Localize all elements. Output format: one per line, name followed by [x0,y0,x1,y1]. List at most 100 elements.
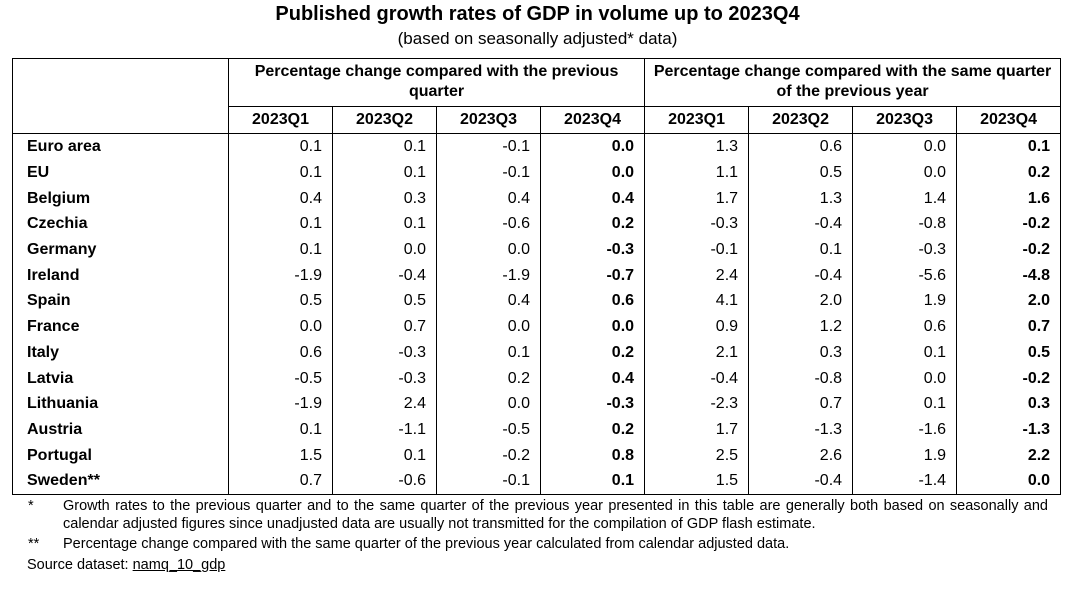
table-cell: 2.4 [644,262,750,289]
column-header: 2023Q3 [436,106,541,134]
table-cell: 0.1 [228,133,333,160]
table-cell: 0.5 [956,339,1062,366]
table-cell: -1.6 [852,416,958,443]
group-header: Percentage change compared with the prev… [227,58,646,107]
table-cell: -1.9 [436,262,541,289]
row-label: Latvia [12,365,229,391]
table-cell: 0.8 [539,442,646,468]
table-cell: 0.0 [956,467,1062,495]
table-cell: 0.6 [539,288,646,314]
table-cell: 0.2 [539,211,646,237]
table-cell: -0.8 [852,211,958,237]
table-row: Euro area 0.1 0.1 -0.1 0.0 1.3 0.6 0.0 0.1 [12,133,1062,160]
footnote-marker: ** [28,536,40,552]
row-label: Czechia [12,211,229,237]
table-cell: -5.6 [852,262,958,289]
table-cell: 0.6 [852,313,958,340]
table-cell: 0.0 [539,159,646,186]
table-cell: 0.0 [436,236,541,263]
table-cell: -1.9 [228,390,333,417]
table-cell: -0.4 [644,365,750,391]
table-cell: -0.3 [644,211,750,237]
column-header: 2023Q1 [644,106,750,134]
table-cell: -0.5 [436,416,541,443]
table-cell: -0.2 [956,211,1062,237]
table-cell: -1.3 [748,416,854,443]
footnote-text: Percentage change compared with the same… [63,536,790,552]
table-cell: -0.3 [539,390,646,417]
table-cell: -0.2 [956,236,1062,263]
table-cell: 0.2 [436,365,541,391]
table-cell: -0.6 [436,211,541,237]
table-cell: -0.1 [436,467,541,495]
table-cell: 1.7 [644,185,750,212]
table-cell: 2.0 [748,288,854,314]
table-row: Sweden** 0.7 -0.6 -0.1 0.1 1.5 -0.4 -1.4 0.0 [12,467,1062,495]
table-cell: 0.3 [956,390,1062,417]
table-cell: -4.8 [956,262,1062,289]
column-header: 2023Q2 [748,106,854,134]
table-cell: 0.3 [332,185,437,212]
table-cell: -0.3 [852,236,958,263]
table-cell: 2.5 [644,442,750,468]
table-cell: 1.4 [852,185,958,212]
table-cell: -0.2 [956,365,1062,391]
table-cell: 0.1 [228,159,333,186]
table-cell: 2.4 [332,390,437,417]
table-cell: 0.0 [436,313,541,340]
table-row: EU 0.1 0.1 -0.1 0.0 1.1 0.5 0.0 0.2 [12,159,1062,186]
table-cell: 2.0 [956,288,1062,314]
source-link[interactable]: namq_10_gdp [132,557,226,573]
row-label: Portugal [12,442,229,468]
row-label: Austria [12,416,229,443]
table-cell: 0.0 [436,390,541,417]
table-cell: 0.0 [852,159,958,186]
table-cell: 0.7 [748,390,854,417]
table-cell: -0.4 [748,211,854,237]
group-header: Percentage change compared with the same… [644,58,1062,107]
table-cell: 0.1 [228,211,333,237]
table-cell: 0.7 [228,467,333,495]
table-cell: -0.3 [332,365,437,391]
table-cell: 0.5 [748,159,854,186]
table-cell: 1.5 [228,442,333,468]
subtitle: (based on seasonally adjusted* data) [397,29,678,48]
table-cell: 1.5 [644,467,750,495]
column-header: 2023Q4 [539,106,646,134]
table-cell: 0.1 [539,467,646,495]
table-cell: 0.4 [228,185,333,212]
table-cell: 0.0 [852,365,958,391]
table-cell: 1.1 [644,159,750,186]
table-cell: 0.4 [436,288,541,314]
row-label: Lithuania [12,390,229,417]
table-cell: 0.0 [228,313,333,340]
table-cell: 0.0 [539,313,646,340]
table-cell: 0.6 [748,133,854,160]
table-cell: -0.2 [436,442,541,468]
table-cell: 2.6 [748,442,854,468]
table-cell: 0.9 [644,313,750,340]
table-cell: -0.6 [332,467,437,495]
table-row: Latvia -0.5 -0.3 0.2 0.4 -0.4 -0.8 0.0 -0.2 [12,365,1062,391]
source-label: Source dataset: [27,557,129,573]
column-header: 2023Q1 [228,106,333,134]
table-cell: 0.7 [956,313,1062,340]
table-cell: -0.4 [748,262,854,289]
table-cell: 0.6 [228,339,333,366]
table-cell: 0.1 [956,133,1062,160]
table-cell: -0.4 [748,467,854,495]
table-cell: 2.1 [644,339,750,366]
title: Published growth rates of GDP in volume … [275,3,800,25]
table-cell: 4.1 [644,288,750,314]
row-label: Spain [12,288,229,314]
table-cell: -0.1 [644,236,750,263]
table-cell: 0.2 [956,159,1062,186]
table-cell: 0.5 [332,288,437,314]
table-row: Czechia 0.1 0.1 -0.6 0.2 -0.3 -0.4 -0.8 -0.2 [12,211,1062,237]
table-row: Spain 0.5 0.5 0.4 0.6 4.1 2.0 1.9 2.0 [12,288,1062,314]
table-cell: 0.1 [332,442,437,468]
table-cell: -0.4 [332,262,437,289]
table-cell: -0.3 [332,339,437,366]
table-row: Belgium 0.4 0.3 0.4 0.4 1.7 1.3 1.4 1.6 [12,185,1062,212]
table-cell: 0.1 [332,159,437,186]
